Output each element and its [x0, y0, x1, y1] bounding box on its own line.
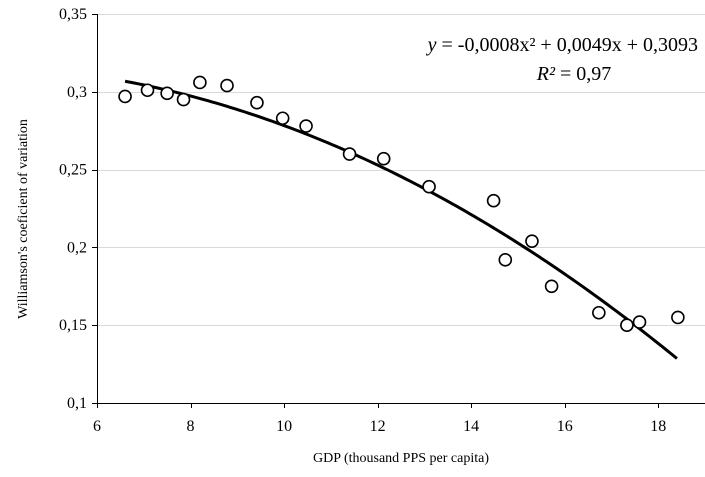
x-axis-title: GDP (thousand PPS per capita): [313, 451, 489, 466]
x-tick-label: 18: [650, 418, 666, 435]
trendline-group: [124, 79, 678, 360]
grid-lines: [97, 14, 705, 326]
y-tick-label: 0,15: [59, 317, 87, 334]
trendline: [124, 79, 678, 360]
r-squared-label: R² = 0,97: [536, 63, 612, 85]
data-point: [193, 75, 207, 90]
data-point: [140, 83, 155, 98]
data-point: [275, 111, 290, 126]
y-tick-label: 0,1: [67, 395, 87, 412]
data-point: [671, 310, 685, 325]
data-point: [422, 179, 436, 194]
y-tick-label: 0,2: [67, 239, 87, 256]
data-point: [544, 279, 559, 294]
x-tick-label: 12: [370, 418, 386, 435]
y-tick-label: 0,25: [59, 162, 87, 179]
data-point: [160, 86, 174, 101]
data-point: [118, 89, 132, 104]
x-tick-label: 16: [557, 418, 573, 435]
data-points: [118, 75, 685, 333]
plot-area-border: [97, 14, 705, 404]
data-point: [620, 318, 634, 333]
data-point: [525, 234, 539, 248]
data-point: [342, 147, 357, 161]
data-point: [486, 193, 501, 208]
data-point: [176, 92, 191, 107]
data-point: [220, 78, 234, 93]
data-point: [498, 253, 513, 267]
equation-label: y = -0,0008x² + 0,0049x + 0,3093: [426, 34, 698, 56]
y-tick-label: 0,35: [59, 6, 87, 23]
y-tick-label: 0,3: [67, 84, 87, 101]
data-point: [592, 305, 606, 320]
x-tick-label: 6: [93, 418, 101, 435]
data-point: [376, 151, 391, 166]
x-tick-label: 14: [463, 418, 479, 435]
y-axis-ticks: 0,1 0,15 0,2 0,25 0,3 0,35: [59, 6, 97, 412]
y-axis-title: Williamson's coeficient of variation: [16, 119, 31, 319]
x-tick-label: 10: [276, 418, 292, 435]
data-point: [299, 119, 313, 133]
x-axis-ticks: 6 8 10 12 14 16 18: [93, 403, 666, 435]
data-point: [632, 315, 647, 329]
x-tick-label: 8: [187, 418, 195, 435]
data-point: [250, 95, 264, 110]
